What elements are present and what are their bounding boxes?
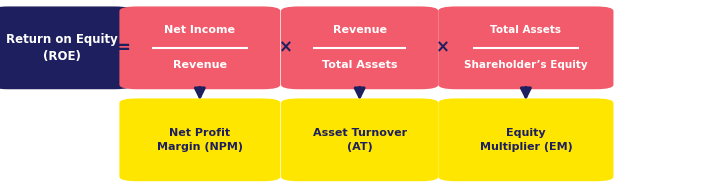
Text: =: =: [116, 39, 130, 57]
Text: Total Assets: Total Assets: [322, 60, 398, 70]
FancyBboxPatch shape: [438, 6, 613, 89]
Text: Revenue: Revenue: [332, 25, 387, 35]
Text: ×: ×: [436, 39, 450, 57]
Text: Revenue: Revenue: [173, 60, 227, 70]
FancyBboxPatch shape: [0, 6, 132, 89]
FancyBboxPatch shape: [281, 98, 438, 181]
Text: Return on Equity
(ROE): Return on Equity (ROE): [6, 33, 117, 63]
Text: ×: ×: [279, 39, 293, 57]
Text: Shareholder’s Equity: Shareholder’s Equity: [464, 60, 588, 70]
Text: Asset Turnover
(AT): Asset Turnover (AT): [312, 128, 407, 152]
FancyBboxPatch shape: [119, 6, 280, 89]
Text: Equity
Multiplier (EM): Equity Multiplier (EM): [480, 128, 572, 152]
Text: Total Assets: Total Assets: [490, 25, 561, 35]
Text: Net Income: Net Income: [164, 25, 235, 35]
FancyBboxPatch shape: [438, 98, 613, 181]
FancyBboxPatch shape: [281, 6, 438, 89]
FancyBboxPatch shape: [119, 98, 280, 181]
Text: Net Profit
Margin (NPM): Net Profit Margin (NPM): [157, 128, 243, 152]
